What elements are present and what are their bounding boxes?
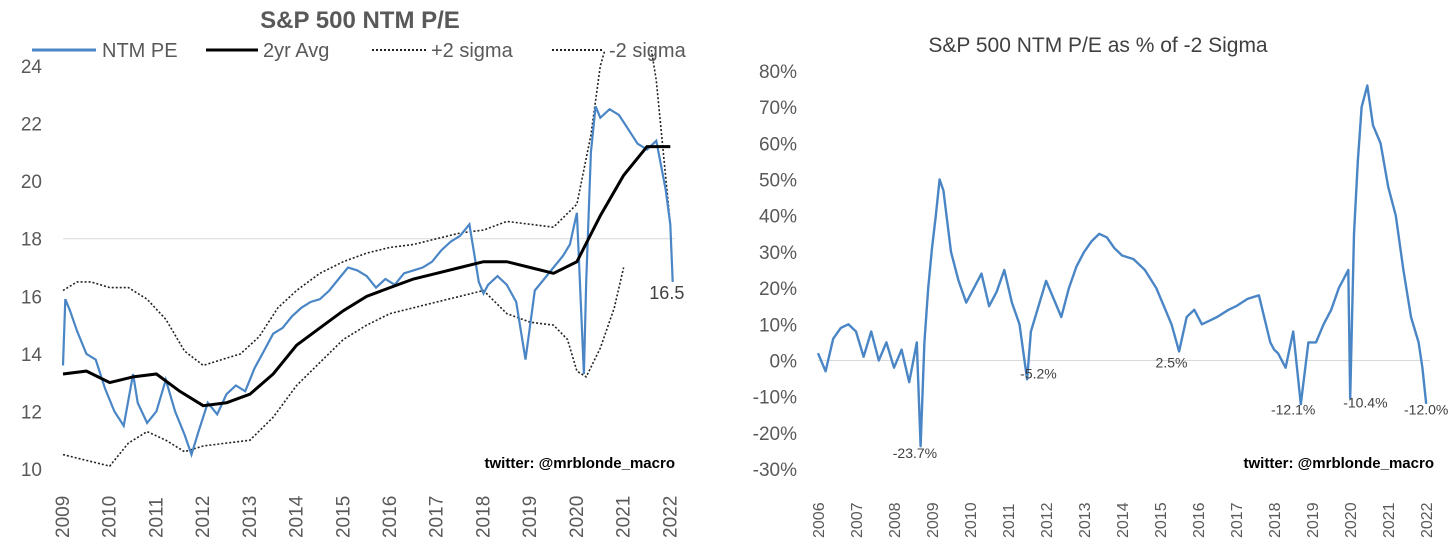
y-tick-label: 14 <box>21 345 43 366</box>
x-tick-label: 2019 <box>520 496 541 538</box>
y-tick-label: 0% <box>770 351 798 372</box>
x-tick-label: 2020 <box>567 496 588 538</box>
x-tick-label: 2013 <box>240 496 261 538</box>
y-tick-label: 70% <box>759 98 797 119</box>
y-tick-label: -10% <box>753 388 797 409</box>
right-chart: S&P 500 NTM P/E as % of -2 Sigma 80% 70% 6… <box>753 34 1449 538</box>
x-tick-label: 2018 <box>473 496 494 538</box>
right-chart-title: S&P 500 NTM P/E as % of -2 Sigma <box>928 34 1268 57</box>
legend-label-minus2: -2 sigma <box>609 40 687 62</box>
x-tick-label: 2018 <box>1267 502 1284 538</box>
x-tick-label: 2007 <box>849 502 866 538</box>
y-tick-label: 24 <box>21 57 43 78</box>
x-tick-label: 2009 <box>53 496 74 538</box>
annotation-label: -12.0% <box>1404 402 1448 418</box>
series-pct-of-minus-2-sigma <box>816 84 1428 448</box>
annotation-label: -10.4% <box>1343 394 1387 410</box>
left-chart: S&P 500 NTM P/E NTM PE 2yr Avg +2 sigma … <box>21 7 687 538</box>
y-tick-label: 30% <box>759 243 797 264</box>
x-tick-label: 2008 <box>887 502 904 538</box>
x-tick-label: 2012 <box>1039 502 1056 538</box>
annotation-label: -5.2% <box>1020 366 1057 382</box>
x-tick-label: 2015 <box>333 496 354 538</box>
y-tick-label: -20% <box>753 424 797 445</box>
series-ntm-pe <box>61 105 674 459</box>
x-tick-label: 2019 <box>1305 502 1322 538</box>
left-chart-title: S&P 500 NTM P/E <box>260 7 460 34</box>
x-tick-label: 2006 <box>811 502 828 538</box>
x-tick-label: 2021 <box>1381 502 1398 538</box>
x-tick-label: 2020 <box>1343 502 1360 538</box>
x-tick-label: 2017 <box>427 496 448 538</box>
x-tick-label: 2010 <box>100 496 121 538</box>
y-tick-label: 22 <box>21 115 42 136</box>
y-tick-label: -30% <box>753 460 797 481</box>
series-2yr-avg <box>62 145 671 408</box>
x-tick-label: 2011 <box>146 497 167 538</box>
left-credit: twitter: @mrblonde_macro <box>485 455 676 472</box>
x-tick-label: 2014 <box>287 495 308 538</box>
annotation-label: -23.7% <box>893 445 937 461</box>
y-tick-label: 40% <box>759 207 797 228</box>
y-tick-label: 60% <box>759 134 797 155</box>
legend-label-ntm-pe: NTM PE <box>102 40 178 62</box>
x-tick-label: 2010 <box>963 502 980 538</box>
y-tick-label: 80% <box>759 62 797 83</box>
y-tick-label: 12 <box>21 402 42 423</box>
x-tick-label: 2012 <box>193 496 214 538</box>
y-tick-label: 10% <box>759 315 797 336</box>
x-tick-label: 2009 <box>925 502 942 538</box>
x-tick-label: 2013 <box>1077 502 1094 538</box>
x-tick-label: 2017 <box>1229 502 1246 538</box>
legend-label-plus2: +2 sigma <box>431 40 514 62</box>
y-tick-label: 20% <box>759 279 797 300</box>
x-tick-label: 2011 <box>1001 503 1018 538</box>
series-plus-2-sigma <box>62 50 672 367</box>
y-tick-label: 16 <box>21 287 42 308</box>
x-tick-label: 2022 <box>1419 502 1436 538</box>
left-legend: NTM PE 2yr Avg +2 sigma -2 sigma <box>32 40 687 62</box>
series-minus-2-sigma <box>62 267 625 467</box>
x-tick-label: 2022 <box>660 496 681 538</box>
x-tick-label: 2016 <box>1191 502 1208 538</box>
legend-label-2yr-avg: 2yr Avg <box>263 40 329 62</box>
y-tick-label: 20 <box>21 172 42 193</box>
annotation-label: 2.5% <box>1156 355 1188 371</box>
annotation-label: 16.5 <box>649 283 684 303</box>
annotation-label: -12.1% <box>1271 402 1315 418</box>
y-tick-label: 50% <box>759 171 797 192</box>
x-tick-label: 2016 <box>380 496 401 538</box>
y-tick-label: 10 <box>21 460 42 481</box>
right-credit: twitter: @mrblonde_macro <box>1244 455 1435 472</box>
x-tick-label: 2014 <box>1115 502 1132 538</box>
x-tick-label: 2021 <box>614 496 635 538</box>
y-tick-label: 18 <box>21 230 42 251</box>
x-tick-label: 2015 <box>1153 502 1170 538</box>
